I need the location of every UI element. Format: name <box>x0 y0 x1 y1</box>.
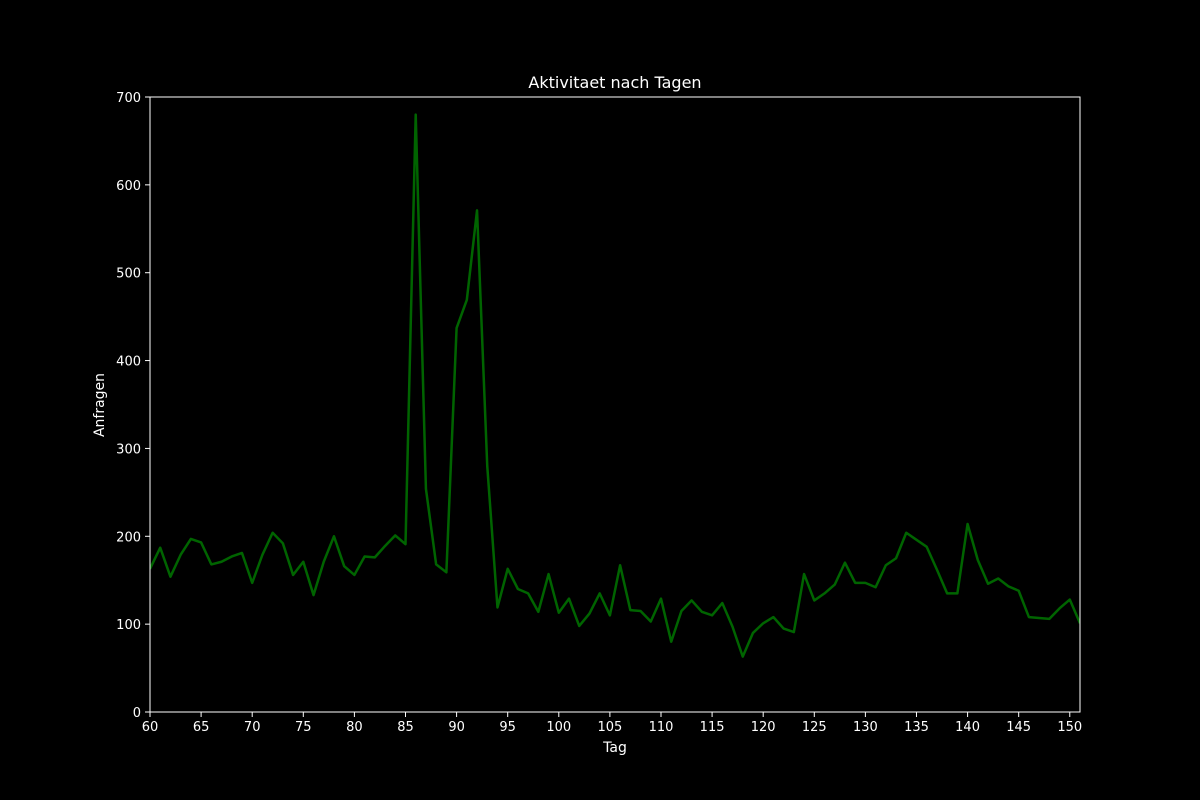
x-tick-label: 125 <box>802 720 827 735</box>
x-tick-label: 135 <box>904 720 929 735</box>
x-tick-label: 90 <box>448 720 465 735</box>
x-tick-label: 60 <box>142 720 159 735</box>
y-tick-label: 0 <box>133 706 141 721</box>
x-tick-label: 100 <box>546 720 571 735</box>
y-tick-label: 300 <box>116 442 141 457</box>
x-tick-label: 70 <box>244 720 261 735</box>
y-axis-ticks: 0 100 200 300 400 500 600 700 <box>116 91 150 721</box>
x-tick-label: 75 <box>295 720 312 735</box>
y-tick-label: 500 <box>116 267 141 282</box>
plot-frame <box>149 96 1081 713</box>
y-tick-label: 600 <box>116 179 141 194</box>
x-tick-label: 95 <box>499 720 516 735</box>
chart-title: Aktivitaet nach Tagen <box>528 73 701 92</box>
x-tick-label: 150 <box>1057 720 1082 735</box>
plot-area <box>149 96 1081 713</box>
y-tick-label: 400 <box>116 355 141 370</box>
series-line-1 <box>150 113 1080 658</box>
x-tick-label: 115 <box>700 720 725 735</box>
x-axis-label: Tag <box>602 740 627 756</box>
x-tick-label: 145 <box>1006 720 1031 735</box>
x-axis-ticks: 60 65 70 75 80 85 90 95 100 105 110 115 120 125 130 135… <box>142 712 1082 735</box>
x-tick-label: 110 <box>649 720 674 735</box>
x-tick-label: 65 <box>193 720 210 735</box>
y-tick-label: 200 <box>116 530 141 545</box>
x-tick-label: 130 <box>853 720 878 735</box>
y-axis-label: Anfragen <box>92 373 108 437</box>
x-tick-label: 80 <box>346 720 363 735</box>
y-tick-label: 100 <box>116 618 141 633</box>
y-tick-label: 700 <box>116 91 141 106</box>
x-tick-label: 120 <box>751 720 776 735</box>
x-tick-label: 85 <box>397 720 414 735</box>
x-tick-label: 140 <box>955 720 980 735</box>
x-tick-label: 105 <box>597 720 622 735</box>
